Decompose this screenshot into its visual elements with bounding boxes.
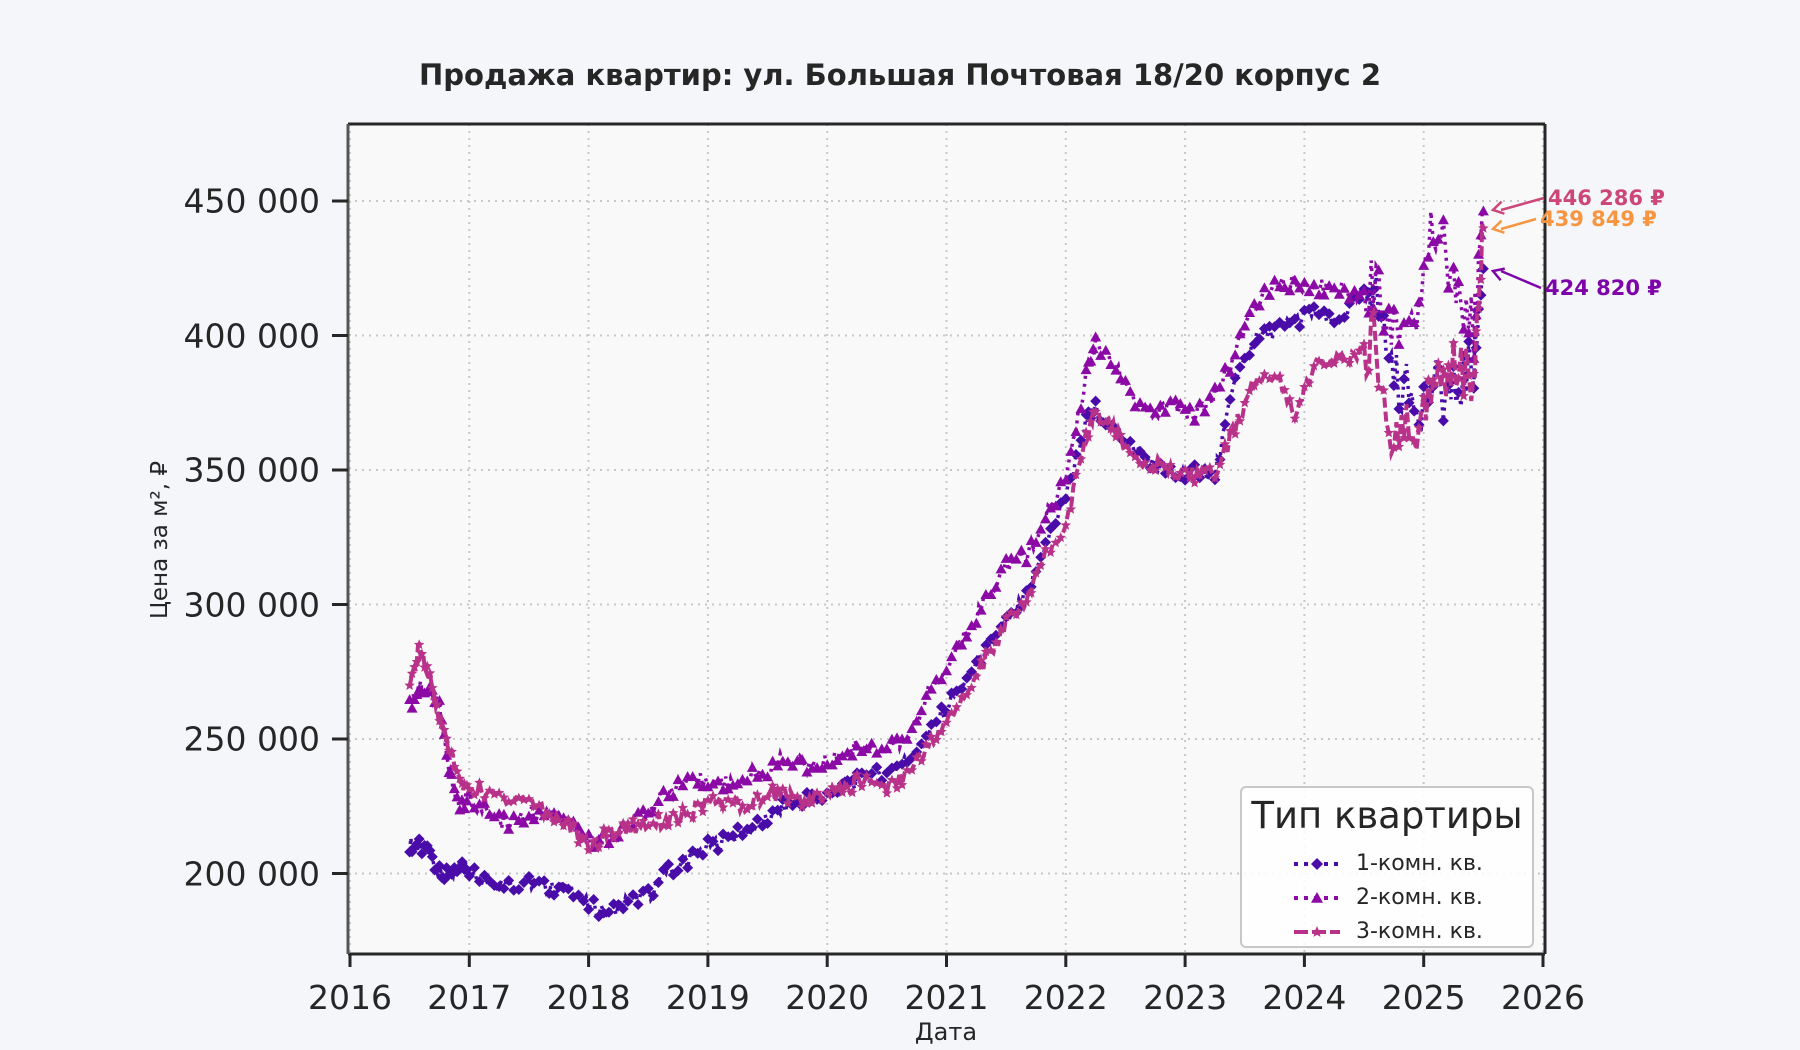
x-tick-label: 2020: [785, 978, 870, 1017]
annotation-label: 439 849 ₽: [1540, 207, 1657, 231]
legend-item-1room: 1-комн. кв.: [1242, 848, 1532, 882]
x-tick-label: 2025: [1381, 978, 1466, 1017]
triangle-marker-icon: [1294, 892, 1340, 903]
y-tick-label: 250 000: [183, 719, 320, 759]
x-axis-label: Дата: [914, 1018, 978, 1046]
y-tick-label: 200 000: [183, 854, 320, 893]
y-tick-label: 400 000: [183, 316, 320, 355]
diamond-marker-icon: [1294, 858, 1340, 870]
legend-item-2room: 2-комн. кв.: [1242, 882, 1532, 916]
legend-label: 2-комн. кв.: [1356, 885, 1483, 910]
y-tick-label: 450 000: [183, 181, 320, 221]
y-axis-label: Цена за м², ₽: [147, 461, 173, 619]
y-tick-label: 300 000: [183, 585, 320, 624]
y-tick-label: 350 000: [183, 450, 320, 490]
legend: Тип квартиры 1-комн. кв. 2-комн. кв. 3-к…: [1240, 786, 1534, 948]
legend-item-3room: 3-комн. кв.: [1242, 916, 1532, 950]
annotation-label: 446 286 ₽: [1548, 186, 1665, 210]
x-tick-label: 2017: [427, 978, 512, 1017]
star-marker-icon: [1294, 926, 1340, 937]
x-tick-label: 2018: [546, 978, 631, 1017]
x-tick-label: 2019: [665, 978, 750, 1017]
legend-title: Тип квартиры: [1251, 794, 1523, 837]
x-tick-label: 2022: [1023, 978, 1108, 1017]
x-tick-label: 2023: [1143, 978, 1228, 1017]
series-3: [404, 222, 1489, 855]
x-tick-label: 2021: [904, 978, 989, 1017]
x-tick-label: 2024: [1262, 978, 1347, 1017]
x-tick-label: 2016: [308, 978, 392, 1017]
chart-title: Продажа квартир: ул. Большая Почтовая 18…: [419, 58, 1381, 92]
annotation-label: 424 820 ₽: [1545, 276, 1662, 300]
x-tick-label: 2026: [1501, 978, 1585, 1017]
legend-label: 3-комн. кв.: [1356, 919, 1483, 944]
legend-label: 1-комн. кв.: [1356, 851, 1483, 876]
series-2: [404, 205, 1489, 852]
